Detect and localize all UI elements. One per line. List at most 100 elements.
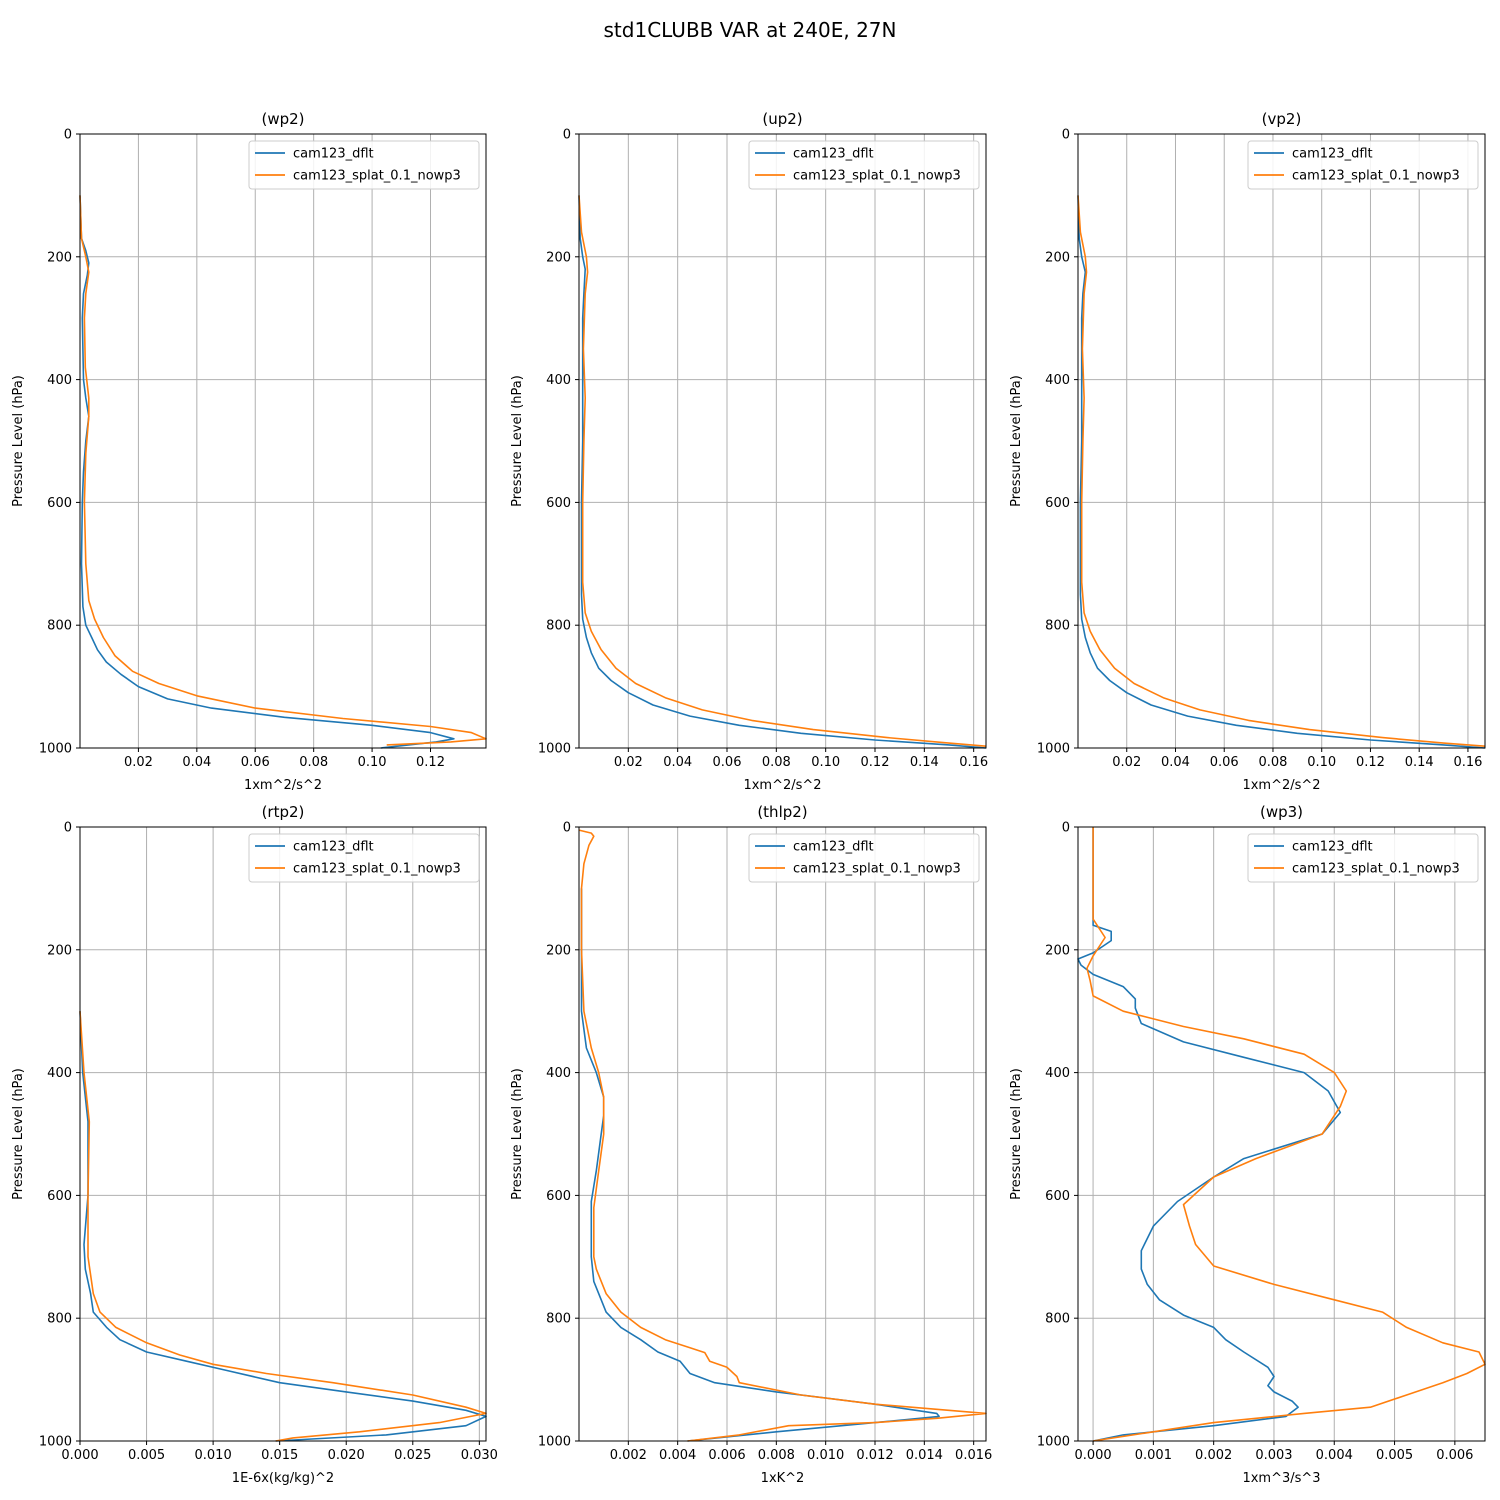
x-tick-label: 0.004 (1316, 1448, 1353, 1463)
y-tick-label: 400 (47, 1066, 72, 1081)
subplot-3: 0.000 0.005 0.010 0.015 0.020 0.025 0.030 0 200 4… (11, 803, 498, 1486)
x-tick-label: 0.06 (713, 755, 742, 770)
x-tick-label: 0.003 (1255, 1448, 1292, 1463)
x-tick-label: 0.010 (807, 1448, 844, 1463)
legend-box (748, 833, 980, 883)
legend-entry: cam123_dflt (793, 147, 874, 162)
legend: cam123_dflt cam123_splat_0.1_nowp3 (248, 833, 480, 883)
x-tick-label: 0.010 (195, 1448, 232, 1463)
series-line-cam123_dflt (79, 195, 455, 749)
y-tick-label: 600 (546, 496, 571, 511)
x-tick-label: 0.12 (861, 755, 890, 770)
y-tick-label: 1000 (39, 742, 72, 757)
legend-entry: cam123_splat_0.1_nowp3 (1292, 862, 1460, 877)
x-tick-label: 0.016 (955, 1448, 992, 1463)
legend-entry: cam123_splat_0.1_nowp3 (793, 169, 961, 184)
legend-entry: cam123_splat_0.1_nowp3 (293, 169, 461, 184)
series-line-cam123_splat_0.1_nowp3 (1086, 827, 1486, 1442)
x-tick-label: 0.008 (758, 1448, 795, 1463)
x-tick-label: 0.06 (1210, 755, 1239, 770)
x-tick-label: 0.006 (708, 1448, 745, 1463)
series-line-cam123_splat_0.1_nowp3 (79, 195, 487, 746)
y-tick-label: 400 (1045, 1066, 1070, 1081)
x-tick-label: 0.06 (241, 755, 270, 770)
legend-entry: cam123_dflt (1292, 840, 1373, 855)
y-tick-label: 800 (47, 1312, 72, 1327)
x-tick-label: 0.006 (1436, 1448, 1473, 1463)
x-tick-label: 0.08 (1258, 755, 1287, 770)
y-tick-label: 600 (47, 496, 72, 511)
y-tick-label: 200 (47, 943, 72, 958)
x-tick-label: 0.08 (299, 755, 328, 770)
y-tick-label: 400 (47, 373, 72, 388)
y-tick-label: 1000 (538, 1435, 571, 1450)
y-tick-label: 800 (546, 619, 571, 634)
y-tick-label: 200 (546, 250, 571, 265)
x-axis-label: 1xm^2/s^2 (743, 778, 821, 793)
y-tick-label: 800 (546, 1312, 571, 1327)
x-tick-label: 0.10 (811, 755, 840, 770)
x-tick-label: 0.000 (61, 1448, 98, 1463)
x-tick-label: 0.16 (959, 755, 988, 770)
x-tick-label: 0.002 (610, 1448, 647, 1463)
y-tick-label: 600 (1045, 1189, 1070, 1204)
x-tick-label: 0.02 (614, 755, 643, 770)
legend: cam123_dflt cam123_splat_0.1_nowp3 (748, 140, 980, 190)
series-line-cam123_dflt (1077, 195, 1486, 749)
y-tick-label: 800 (1045, 619, 1070, 634)
y-tick-label: 1000 (1037, 742, 1070, 757)
y-tick-label: 400 (546, 1066, 571, 1081)
y-tick-label: 600 (546, 1189, 571, 1204)
y-axis-label: Pressure Level (hPa) (11, 375, 26, 507)
subplot-title: (wp3) (1260, 803, 1303, 821)
x-tick-label: 0.025 (394, 1448, 431, 1463)
y-tick-label: 200 (47, 250, 72, 265)
legend-entry: cam123_splat_0.1_nowp3 (293, 862, 461, 877)
subplot-title: (thlp2) (757, 803, 807, 821)
y-tick-label: 1000 (39, 1435, 72, 1450)
y-tick-label: 400 (1045, 373, 1070, 388)
x-axis-label: 1E-6x(kg/kg)^2 (232, 1471, 334, 1486)
legend-box (1247, 140, 1479, 190)
x-axis-label: 1xm^2/s^2 (1242, 778, 1320, 793)
x-tick-label: 0.015 (261, 1448, 298, 1463)
legend: cam123_dflt cam123_splat_0.1_nowp3 (748, 833, 980, 883)
y-tick-label: 400 (546, 373, 571, 388)
x-tick-label: 0.002 (1195, 1448, 1232, 1463)
x-tick-label: 0.02 (124, 755, 153, 770)
legend-entry: cam123_dflt (793, 840, 874, 855)
x-axis-label: 1xm^3/s^3 (1242, 1471, 1320, 1486)
legend-box (248, 833, 480, 883)
figure-title: std1CLUBB VAR at 240E, 27N (604, 18, 897, 42)
subplot-0: 0.02 0.04 0.06 0.08 0.10 0.12 0 200 400 600 800 100… (11, 110, 487, 793)
x-tick-label: 0.02 (1112, 755, 1141, 770)
y-tick-label: 600 (1045, 496, 1070, 511)
axes-frame (578, 133, 987, 749)
y-tick-label: 600 (47, 1189, 72, 1204)
x-tick-label: 0.000 (1074, 1448, 1111, 1463)
x-tick-label: 0.030 (461, 1448, 498, 1463)
y-tick-label: 1000 (1037, 1435, 1070, 1450)
legend: cam123_dflt cam123_splat_0.1_nowp3 (1247, 833, 1479, 883)
series-line-cam123_splat_0.1_nowp3 (79, 1011, 487, 1442)
y-tick-label: 0 (64, 128, 72, 143)
y-tick-label: 200 (1045, 943, 1070, 958)
legend: cam123_dflt cam123_splat_0.1_nowp3 (248, 140, 480, 190)
subplot-title: (wp2) (261, 110, 304, 128)
subplot-grid: 0.02 0.04 0.06 0.08 0.10 0.12 0 200 400 600 800 100… (11, 110, 1486, 1486)
y-tick-label: 0 (563, 128, 571, 143)
x-axis-label: 1xm^2/s^2 (244, 778, 322, 793)
axes-frame (79, 133, 487, 749)
x-axis-label: 1xK^2 (761, 1471, 805, 1486)
x-tick-label: 0.005 (128, 1448, 165, 1463)
series-line-cam123_dflt (1077, 827, 1342, 1442)
subplot-title: (rtp2) (262, 803, 305, 821)
x-tick-label: 0.14 (1405, 755, 1434, 770)
legend-box (248, 140, 480, 190)
axes-frame (79, 826, 487, 1442)
legend-entry: cam123_dflt (293, 147, 374, 162)
y-axis-label: Pressure Level (hPa) (510, 375, 525, 507)
x-tick-label: 0.004 (659, 1448, 696, 1463)
y-tick-label: 0 (64, 821, 72, 836)
